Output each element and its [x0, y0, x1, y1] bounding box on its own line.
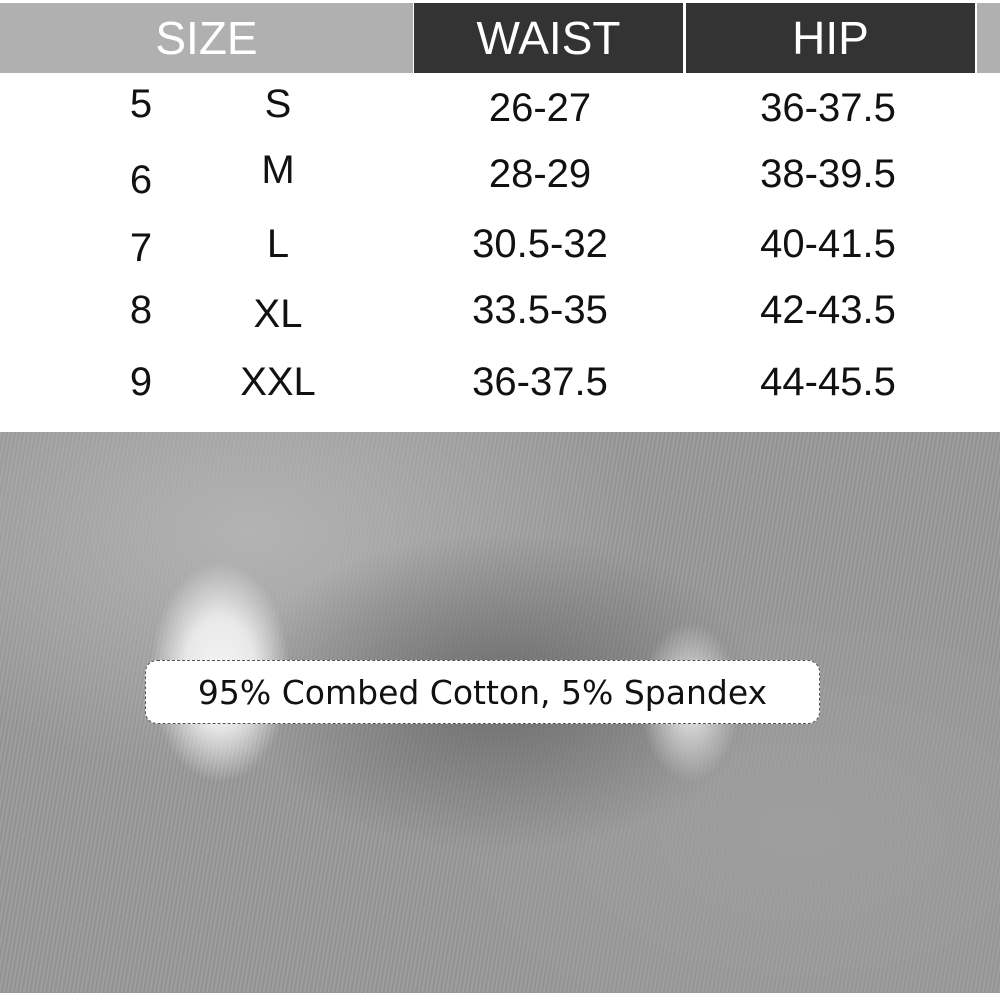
size-row: 6 M 28-29 38-39.5: [0, 148, 1000, 212]
size-letter: M: [261, 148, 295, 192]
size-number: 7: [129, 226, 153, 270]
size-letter: S: [264, 82, 292, 126]
material-label: 95% Combed Cotton, 5% Spandex: [145, 660, 820, 724]
size-number: 9: [129, 360, 153, 404]
size-number: 8: [129, 288, 153, 332]
waist-value: 33.5-35: [472, 288, 608, 332]
header-size: SIZE: [0, 3, 413, 73]
size-number: 5: [129, 82, 153, 126]
size-row: 5 S 26-27 36-37.5: [0, 82, 1000, 142]
size-row: 8 XL 33.5-35 42-43.5: [0, 288, 1000, 348]
size-letter: L: [266, 222, 290, 266]
waist-value: 28-29: [488, 152, 592, 196]
size-row: 7 L 30.5-32 40-41.5: [0, 222, 1000, 282]
size-letter: XXL: [240, 360, 316, 404]
hip-value: 36-37.5: [760, 86, 896, 130]
hip-value: 44-45.5: [760, 360, 896, 404]
hip-value: 40-41.5: [760, 222, 896, 266]
size-number: 6: [129, 158, 153, 202]
size-letter: XL: [253, 292, 303, 336]
size-row: 9 XXL 36-37.5 44-45.5: [0, 360, 1000, 420]
waist-value: 26-27: [488, 86, 592, 130]
header-waist: WAIST: [414, 3, 683, 73]
waist-value: 36-37.5: [472, 360, 608, 404]
header-edge: [977, 3, 1000, 73]
hip-value: 38-39.5: [760, 152, 896, 196]
header-hip: HIP: [686, 3, 975, 73]
waist-value: 30.5-32: [472, 222, 608, 266]
hip-value: 42-43.5: [760, 288, 896, 332]
